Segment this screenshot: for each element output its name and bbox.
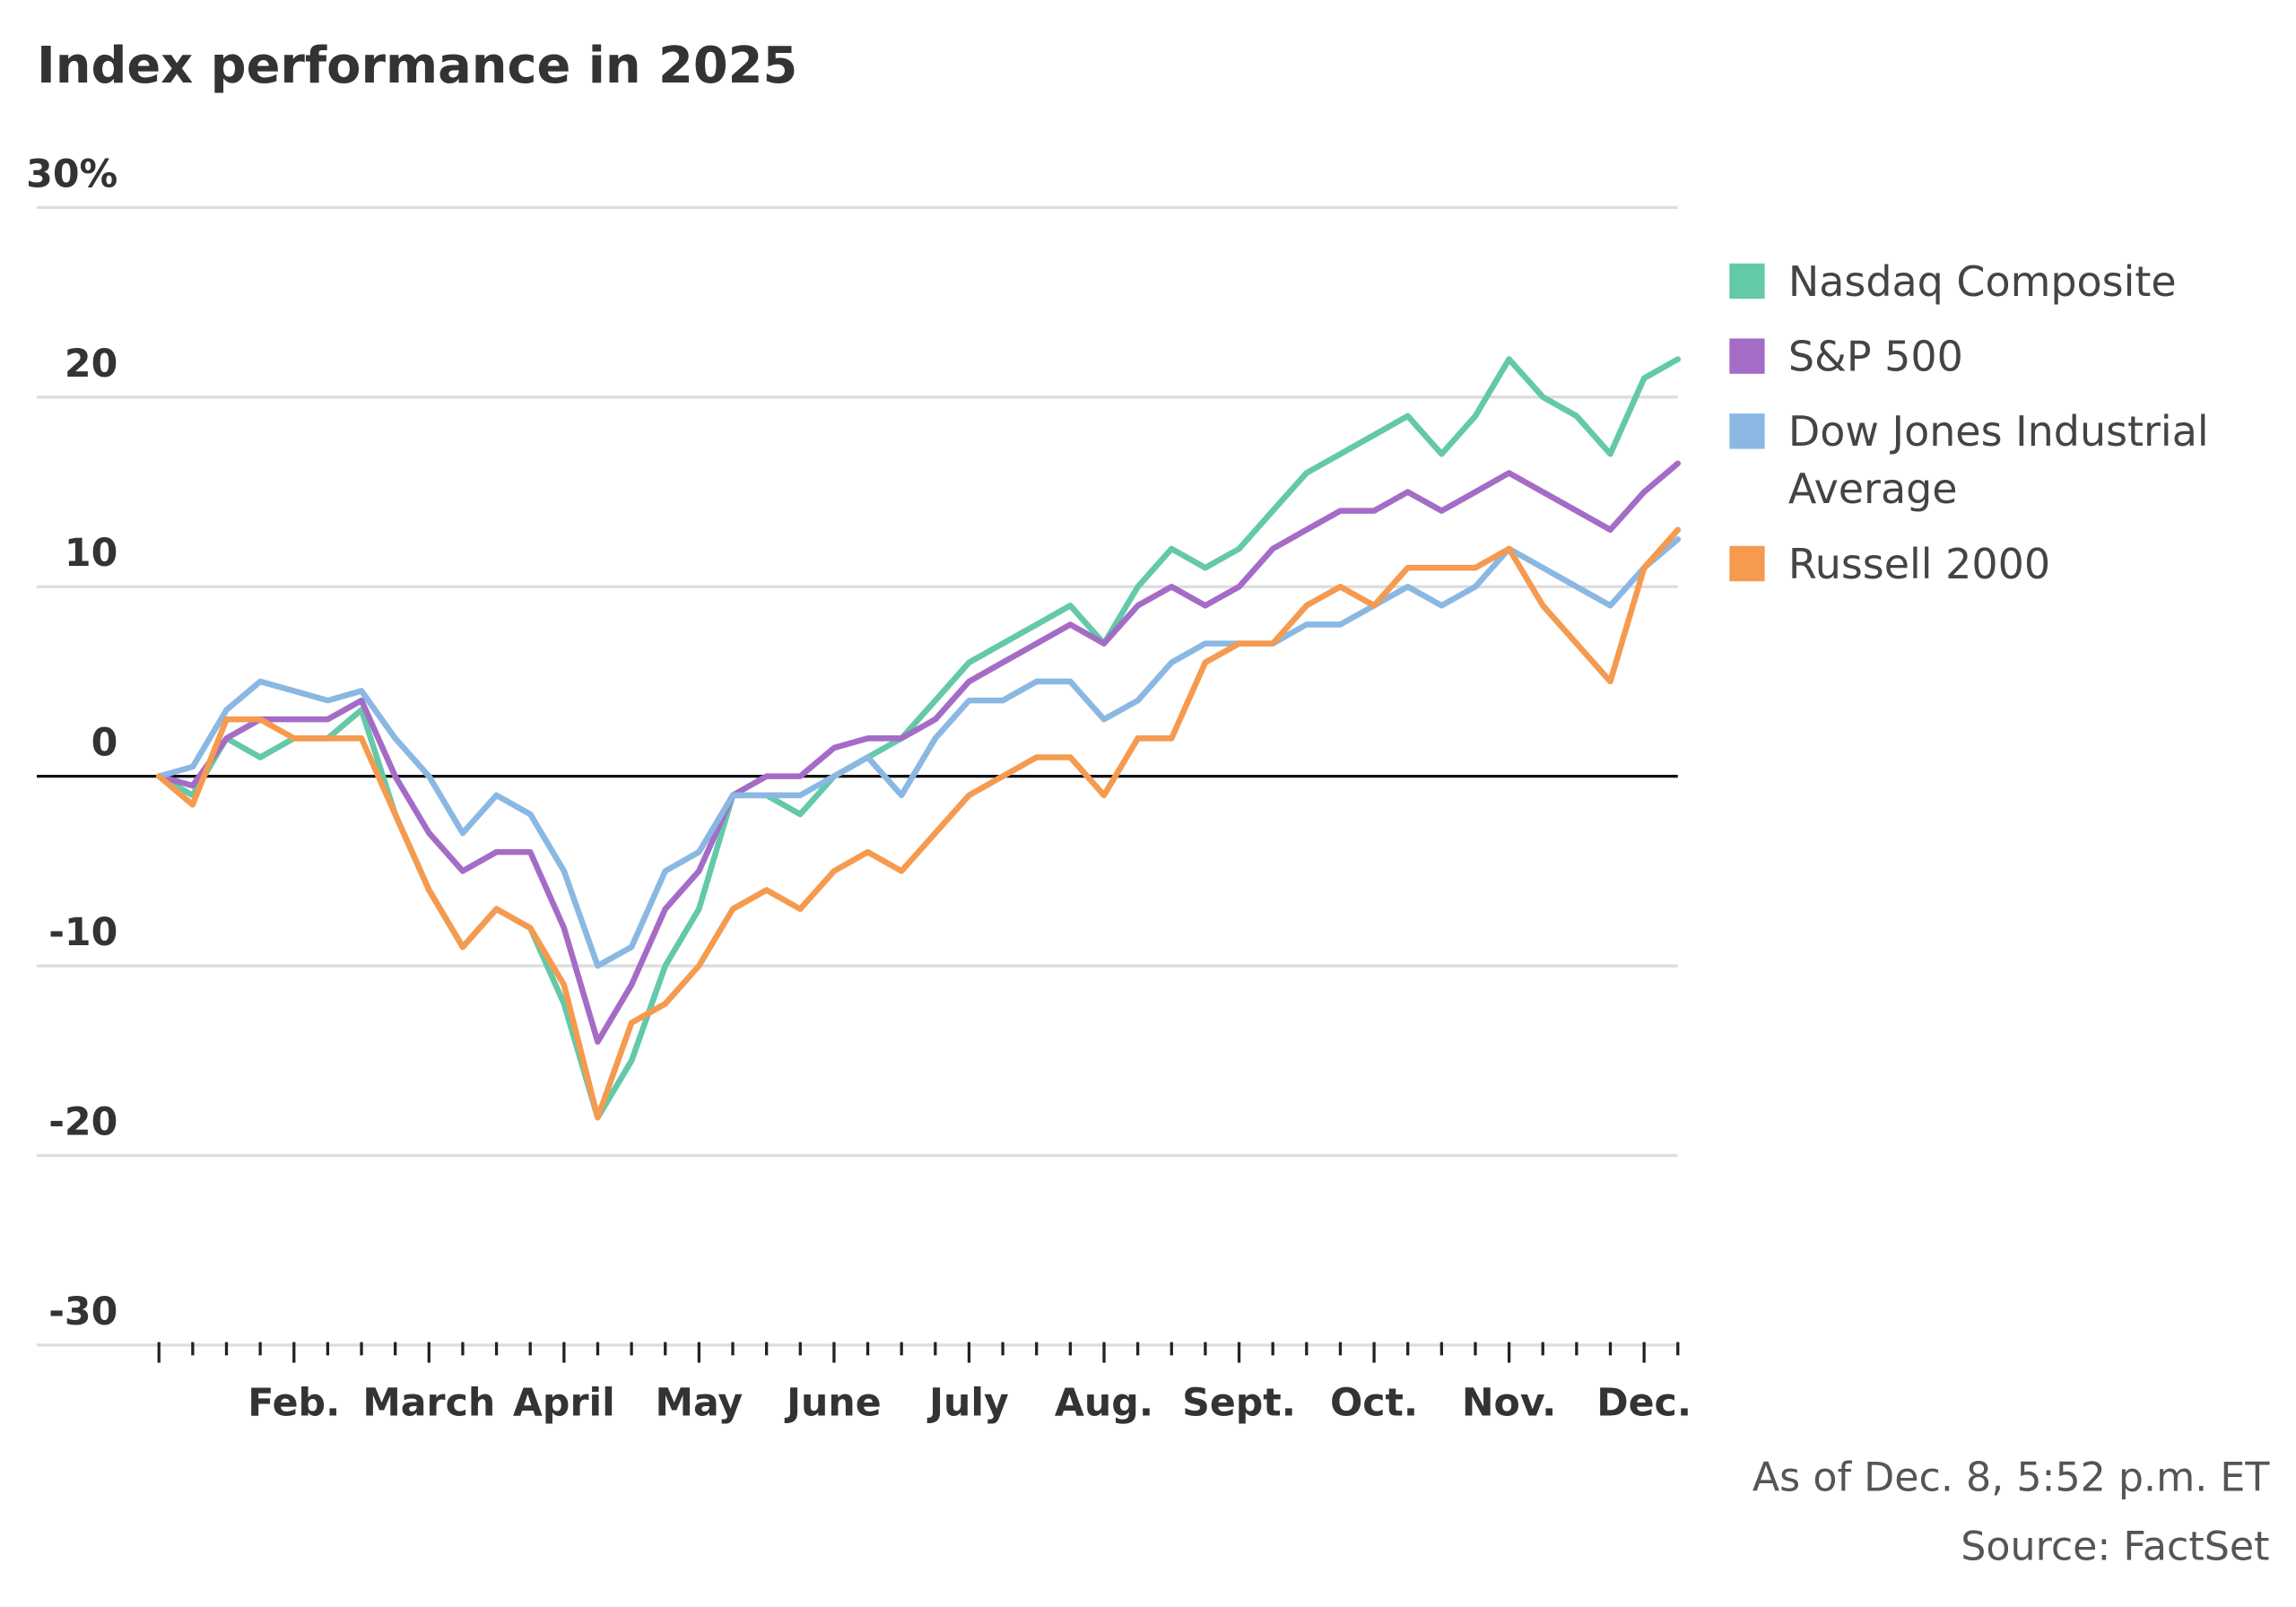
- y-tick-label: 10: [65, 531, 117, 576]
- y-tick-label: 30%: [26, 152, 117, 196]
- legend-label: Russell 2000: [1787, 540, 2051, 589]
- legend-swatch: [1729, 338, 1765, 374]
- legend-item: Dow Jones Industrial Average: [1729, 404, 2289, 518]
- x-tick-label: March: [362, 1381, 495, 1426]
- legend-label: S&P 500: [1787, 332, 1963, 382]
- series-line: [155, 536, 1682, 969]
- legend-swatch: [1729, 413, 1765, 449]
- x-tick-label: April: [513, 1381, 615, 1426]
- x-tick-label: Feb.: [248, 1381, 340, 1426]
- series-line: [155, 460, 1682, 1045]
- legend-item: Nasdaq Composite: [1729, 253, 2289, 310]
- legend: Nasdaq Composite S&P 500 Dow Jones Industr…: [1729, 253, 2289, 593]
- legend-label: Nasdaq Composite: [1787, 257, 2177, 307]
- x-tick-label: Aug.: [1055, 1381, 1153, 1426]
- y-tick-label: -20: [48, 1100, 117, 1145]
- x-tick-label: Sept.: [1182, 1381, 1296, 1426]
- x-tick-label: Oct.: [1330, 1381, 1418, 1426]
- x-tick-label: June: [784, 1381, 882, 1426]
- x-tick-label: July: [926, 1381, 1009, 1426]
- x-tick-label: May: [656, 1381, 744, 1426]
- y-tick-label: 0: [91, 721, 118, 766]
- y-tick-label: 20: [65, 342, 117, 387]
- legend-swatch: [1729, 263, 1765, 300]
- source: Source: FactSet: [1961, 1524, 2269, 1569]
- legend-label: Dow Jones Industrial Average: [1787, 407, 2209, 514]
- legend-box: Nasdaq Composite S&P 500 Dow Jones Industr…: [1729, 253, 2289, 593]
- legend-item: Russell 2000: [1729, 535, 2289, 593]
- y-tick-label: -30: [48, 1290, 117, 1334]
- note: As of Dec. 8, 5:52 p.m. ET: [1752, 1455, 2271, 1500]
- y-tick-label: -10: [48, 910, 117, 955]
- lines: [155, 356, 1682, 1121]
- series-line: [155, 356, 1682, 1121]
- chart-title: Index performance in 2025: [37, 37, 797, 95]
- series-line: [155, 526, 1682, 1121]
- x-tick-label: Nov.: [1462, 1381, 1557, 1426]
- legend-item: S&P 500: [1729, 328, 2289, 386]
- grid: 30% 20 10 0 -10 -20 -30 Feb. March April May June Ju…: [26, 152, 1692, 1425]
- legend-swatch: [1729, 545, 1765, 582]
- x-tick-label: Dec.: [1596, 1381, 1692, 1426]
